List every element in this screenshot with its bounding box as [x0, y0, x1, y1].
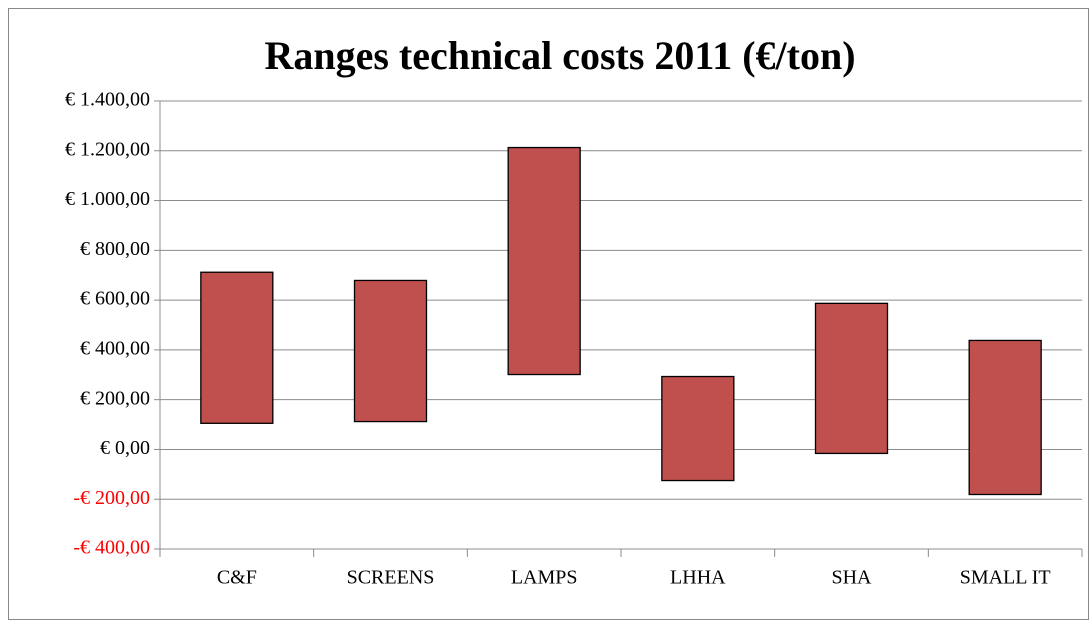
bar [968, 339, 1042, 496]
y-tick-label: € 800,00 [80, 238, 150, 260]
bar [661, 375, 735, 482]
bar [353, 279, 428, 423]
x-tick-label: SCREENS [347, 567, 435, 589]
y-tick-label: € 600,00 [80, 288, 150, 310]
bar [814, 302, 889, 455]
y-tick-label: € 1.400,00 [65, 89, 150, 111]
y-tick-label: € 1.200,00 [65, 138, 150, 160]
x-tick-label: C&F [217, 567, 257, 589]
chart-title: Ranges technical costs 2011 (€/ton) [264, 33, 855, 78]
y-tick-label: € 400,00 [80, 337, 150, 359]
x-tick-label: SMALL IT [960, 567, 1051, 589]
bar [507, 146, 581, 376]
x-tick-label: LAMPS [511, 567, 578, 589]
y-tick-label: € 0,00 [100, 437, 150, 459]
x-tick-label: LHHA [670, 567, 726, 589]
y-tick-label: -€ 400,00 [73, 537, 150, 559]
y-tick-label: € 1.000,00 [65, 188, 150, 210]
bar [200, 271, 274, 424]
y-tick-label: -€ 200,00 [73, 487, 150, 509]
x-tick-label: SHA [831, 567, 872, 589]
y-tick-label: € 200,00 [80, 387, 150, 409]
